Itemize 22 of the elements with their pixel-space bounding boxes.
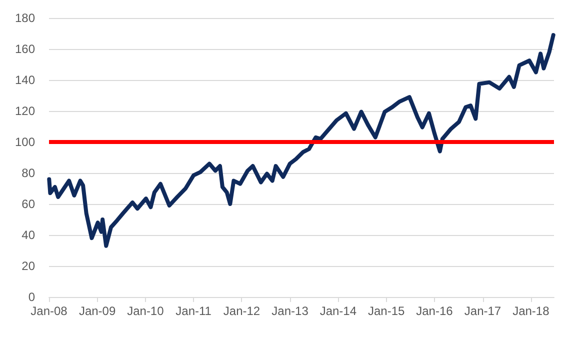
- x-tick-label: Jan-16: [416, 304, 454, 318]
- x-tick-label: Jan-18: [512, 304, 550, 318]
- y-tick-label: 0: [28, 290, 36, 304]
- x-tick-label: Jan-11: [176, 304, 212, 318]
- x-tick-label: Jan-09: [78, 304, 116, 318]
- line-series: [47, 33, 556, 248]
- y-tick-label: 140: [14, 73, 36, 87]
- y-tick-label: 120: [14, 104, 36, 118]
- y-tick-label: 20: [22, 259, 36, 273]
- y-tick-label: 40: [22, 228, 36, 242]
- y-tick-label: 180: [14, 11, 36, 25]
- x-tick-label: Jan-17: [464, 304, 502, 318]
- x-tick-label: Jan-08: [30, 304, 68, 318]
- y-tick-label: 60: [22, 197, 36, 211]
- x-tick-label: Jan-12: [223, 304, 260, 318]
- y-tick-label: 160: [14, 42, 36, 56]
- y-tick-label: 100: [14, 135, 36, 149]
- x-tick-label: Jan-15: [368, 304, 405, 318]
- x-tick-label: Jan-14: [320, 304, 357, 318]
- x-tick-label: Jan-10: [127, 304, 164, 318]
- x-tick-label: Jan-13: [272, 304, 309, 318]
- y-tick-label: 80: [22, 166, 36, 180]
